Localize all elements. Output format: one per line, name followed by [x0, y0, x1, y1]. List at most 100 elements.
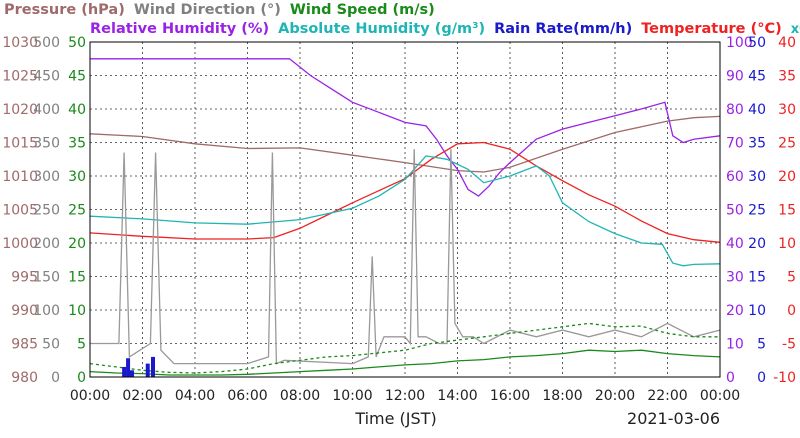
- y-tick-label-temperature: 35: [778, 69, 796, 85]
- y-tick-label-wind-speed: 30: [68, 169, 86, 185]
- series-line-wind-speed-m-s-gust: [89, 322, 720, 374]
- legend-label: Relative Humidity (%): [90, 21, 269, 37]
- y-tick-label-temperature: 25: [778, 136, 796, 152]
- y-tick-label-wind-speed: 35: [68, 136, 86, 152]
- series-line-temperature-c: [89, 141, 721, 243]
- y-tick-label-wind-direction: 250: [33, 203, 60, 219]
- y-tick-label-humidity: 40: [726, 236, 744, 252]
- y-tick-label-wind-speed: 15: [68, 270, 86, 286]
- y-tick-label-pressure: 1010: [2, 169, 38, 185]
- y-tick-label-wind-direction: 50: [42, 337, 60, 353]
- y-tick-label-wind-speed: 20: [68, 236, 86, 252]
- y-tick-label-temperature: 0: [787, 303, 796, 319]
- y-tick-label-rain-rate: 50: [748, 35, 766, 51]
- y-tick-label-humidity: 60: [726, 169, 744, 185]
- x-tick-label: 14:00: [437, 388, 477, 404]
- rain-bar: [151, 356, 155, 377]
- x-tick-label: 02:00: [122, 388, 162, 404]
- y-tick-label-rain-rate: 45: [748, 69, 766, 85]
- y-tick-label-wind-speed: 10: [68, 303, 86, 319]
- x-tick-label: 06:00: [227, 388, 267, 404]
- x-axis-label: Time (JST): [354, 409, 436, 428]
- x-tick-label: 18:00: [542, 388, 582, 404]
- y-tick-label-pressure: 1020: [2, 102, 38, 118]
- y-tick-label-humidity: 50: [726, 203, 744, 219]
- y-tick-label-rain-rate: 15: [748, 270, 766, 286]
- legend-label: Temperature (°C): [641, 21, 782, 37]
- y-tick-label-humidity: 30: [726, 270, 744, 286]
- y-tick-label-wind-direction: 100: [33, 303, 60, 319]
- rain-bar: [145, 363, 150, 377]
- x-tick-label: 08:00: [280, 388, 320, 404]
- y-tick-label-wind-speed: 0: [77, 370, 86, 386]
- legend-label: Pressure (hPa): [4, 2, 125, 18]
- y-tick-label-temperature: 5: [787, 270, 796, 286]
- y-tick-label-temperature: 15: [778, 203, 796, 219]
- y-tick-label-rain-rate: 10: [748, 303, 766, 319]
- x-tick-label: 10:00: [332, 388, 372, 404]
- y-tick-label-pressure: 980: [11, 370, 38, 386]
- y-tick-label-temperature: 40: [778, 35, 796, 51]
- y-tick-label-rain-rate: 5: [757, 337, 766, 353]
- legend-label: Wind Direction (°): [134, 2, 281, 18]
- y-tick-label-wind-speed: 25: [68, 203, 86, 219]
- y-tick-label-pressure: 995: [11, 270, 38, 286]
- y-tick-label-humidity: 0: [726, 370, 735, 386]
- y-tick-label-humidity: 90: [726, 69, 744, 85]
- y-tick-label-temperature: 20: [778, 169, 796, 185]
- y-tick-label-humidity: 10: [726, 337, 744, 353]
- y-tick-label-wind-direction: 400: [33, 102, 60, 118]
- x-tick-label: 12:00: [385, 388, 425, 404]
- y-tick-label-humidity: 100: [726, 35, 753, 51]
- x-tick-label: 22:00: [647, 388, 687, 404]
- series-line-absolute-humidity-g-m: [89, 155, 721, 267]
- y-tick-label-temperature: 10: [778, 236, 796, 252]
- legend-label: Wind Speed (m/s): [290, 2, 435, 18]
- date-label: 2021-03-06: [627, 409, 720, 428]
- y-tick-label-wind-speed: 5: [77, 337, 86, 353]
- y-tick-label-humidity: 20: [726, 303, 744, 319]
- y-tick-label-humidity: 70: [726, 136, 744, 152]
- y-tick-label-wind-direction: 0: [51, 370, 60, 386]
- y-tick-label-wind-speed: 40: [68, 102, 86, 118]
- y-tick-label-rain-rate: 25: [748, 203, 766, 219]
- y-tick-label-wind-direction: 500: [33, 35, 60, 51]
- x-tick-label: 16:00: [490, 388, 530, 404]
- x-tick-label: 20:00: [595, 388, 635, 404]
- series-line-relative-humidity: [90, 58, 721, 197]
- y-tick-label-wind-direction: 200: [33, 236, 60, 252]
- x-tick-label: 00:00: [70, 388, 110, 404]
- y-tick-label-temperature: -10: [773, 370, 796, 386]
- rain-bar: [130, 370, 134, 377]
- y-tick-label-humidity: 80: [726, 102, 744, 118]
- legend-label: Absolute Humidity (g/m³): [278, 21, 485, 37]
- y-tick-label-pressure: 1025: [2, 69, 38, 85]
- rain-bar: [126, 358, 131, 377]
- y-tick-label-rain-rate: 40: [748, 102, 766, 118]
- y-tick-label-rain-rate: 35: [748, 136, 766, 152]
- legend-label: x0.2: [791, 22, 800, 37]
- y-tick-label-rain-rate: 30: [748, 169, 766, 185]
- x-tick-label: 04:00: [175, 388, 215, 404]
- y-tick-label-pressure: 1000: [2, 236, 38, 252]
- y-tick-label-rain-rate: 0: [757, 370, 766, 386]
- y-tick-label-wind-direction: 350: [33, 136, 60, 152]
- y-tick-label-pressure: 1015: [2, 136, 38, 152]
- y-tick-label-pressure: 1030: [2, 35, 38, 51]
- y-tick-label-pressure: 990: [11, 303, 38, 319]
- legend-label: Rain Rate(mm/h): [494, 21, 632, 37]
- y-tick-label-pressure: 985: [11, 337, 38, 353]
- y-tick-label-temperature: 30: [778, 102, 796, 118]
- plot-frame: [89, 41, 721, 378]
- rain-bar: [122, 366, 127, 377]
- y-tick-label-rain-rate: 20: [748, 236, 766, 252]
- y-tick-label-wind-speed: 45: [68, 69, 86, 85]
- series-line-wind-direction: [90, 149, 721, 365]
- y-tick-label-wind-direction: 450: [33, 69, 60, 85]
- x-tick-label: 00:00: [700, 388, 740, 404]
- y-tick-label-wind-speed: 50: [68, 35, 86, 51]
- series-line-wind-speed-m-s: [89, 349, 721, 376]
- y-tick-label-pressure: 1005: [2, 203, 38, 219]
